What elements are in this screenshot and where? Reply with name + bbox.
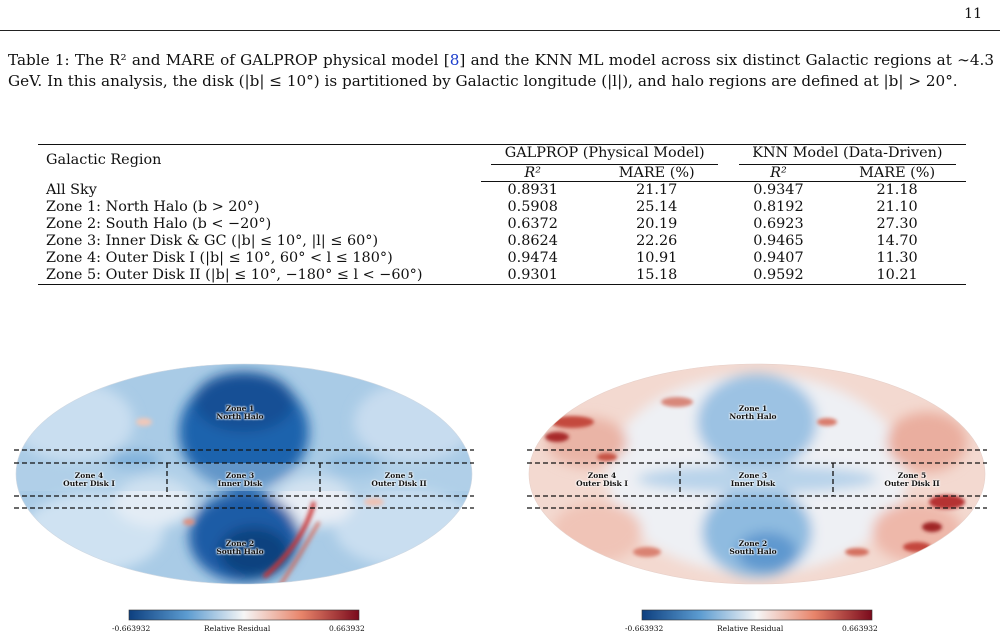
colorbar-title: Relative Residual [204,624,271,633]
colorbar-min-label: -0.663932 [625,624,664,633]
galprop-mare-cell: 25.14 [636,199,678,215]
knn-r2-cell: 0.9592 [728,267,829,285]
zone1-label: Zone 1 North Halo [729,404,777,421]
galprop-group-header: GALPROP (Physical Model) [481,145,729,165]
galprop-mare-cell: 22.26 [636,233,678,249]
table-row: Zone 5: Outer Disk II (|b| ≤ 10°, −180° … [38,267,966,285]
knn-r2-cell: 0.8192 [753,199,804,215]
galprop-residual-map-panel: Zone 1 North Halo Zone 2 South Halo Zone 3… [14,362,474,638]
knn-r2-cell: 0.9465 [753,233,804,249]
region-cell: Zone 5: Outer Disk II (|b| ≤ 10°, −180° … [38,267,481,285]
knn-mare-cell: 21.18 [876,182,918,198]
knn-mare-header: MARE (%) [828,165,966,182]
knn-r2-cell: 0.9347 [753,182,804,198]
region-cell: Zone 4: Outer Disk I (|b| ≤ 10°, 60° < l… [46,250,393,266]
colorbar-title: Relative Residual [717,624,784,633]
region-header: Galactic Region [46,152,162,169]
knn-r2-cell: 0.9407 [753,250,804,266]
galprop-r2-cell: 0.8931 [507,182,558,198]
zone5-label: Zone 5 Outer Disk II [884,471,940,488]
zone4-label: Zone 4 Outer Disk I [576,471,628,488]
knn-residual-map-panel: Zone 1 North Halo Zone 2 South Halo Zone 3… [527,362,987,638]
caption-text-end: ] and the KNN ML model across six distin… [8,51,994,90]
knn-group-header: KNN Model (Data-Driven) [729,145,966,165]
galprop-mare-cell: 20.19 [636,216,678,232]
zone1-label: Zone 1 North Halo [216,404,264,421]
page-number: 11 [964,6,982,22]
knn-residual-skymap [527,363,987,621]
galprop-mare-cell: 10.91 [636,250,678,266]
region-cell: Zone 1: North Halo (b > 20°) [46,199,260,215]
zone2-label: Zone 2 South Halo [729,539,777,556]
table-row: Zone 4: Outer Disk I (|b| ≤ 10°, 60° < l… [38,250,966,267]
table-row: Zone 1: North Halo (b > 20°) 0.5908 25.1… [38,199,966,216]
zone3-label: Zone 3 Inner Disk [217,471,263,488]
colorbar [128,609,360,621]
region-cell: Zone 3: Inner Disk & GC (|b| ≤ 10°, |l| … [46,233,379,249]
knn-mare-cell: 14.70 [876,233,918,249]
knn-mare-cell: 27.30 [876,216,918,232]
region-cell: All Sky [46,181,97,198]
knn-mare-cell: 11.30 [876,250,918,266]
galprop-r2-cell: 0.9474 [507,250,558,266]
zone4-label: Zone 4 Outer Disk I [63,471,115,488]
zone5-label: Zone 5 Outer Disk II [371,471,427,488]
table-row: All Sky 0.8931 21.17 0.9347 21.18 [38,182,966,200]
galprop-mare-cell: 15.18 [584,267,729,285]
table-row: Zone 2: South Halo (b < −20°) 0.6372 20.… [38,216,966,233]
galprop-mare-cell: 21.17 [636,182,678,198]
colorbar-max-label: 0.663932 [842,624,878,633]
colorbar [641,609,873,621]
header-rule [0,30,1000,31]
knn-mare-cell: 21.10 [876,199,918,215]
galprop-r2-cell: 0.9301 [480,267,585,285]
table-caption: Table 1: The R² and MARE of GALPROP phys… [8,50,994,92]
table-row: Zone 3: Inner Disk & GC (|b| ≤ 10°, |l| … [38,233,966,250]
results-table: Galactic Region GALPROP (Physical Model)… [38,144,966,285]
knn-r2-cell: 0.6923 [753,216,804,232]
galprop-mare-header: MARE (%) [584,165,729,182]
galprop-r2-header: R² [480,165,585,182]
knn-mare-cell: 10.21 [828,267,966,285]
galprop-residual-skymap [14,363,474,621]
zone3-label: Zone 3 Inner Disk [730,471,776,488]
knn-r2-header: R² [728,165,829,182]
galprop-r2-cell: 0.8624 [507,233,558,249]
galprop-r2-cell: 0.6372 [507,216,558,232]
caption-text-start: Table 1: The R² and MARE of GALPROP phys… [8,51,450,69]
galprop-r2-cell: 0.5908 [507,199,558,215]
region-cell: Zone 2: South Halo (b < −20°) [46,216,272,232]
colorbar-min-label: -0.663932 [112,624,151,633]
colorbar-max-label: 0.663932 [329,624,365,633]
zone2-label: Zone 2 South Halo [216,539,264,556]
reference-link[interactable]: 8 [449,51,460,69]
